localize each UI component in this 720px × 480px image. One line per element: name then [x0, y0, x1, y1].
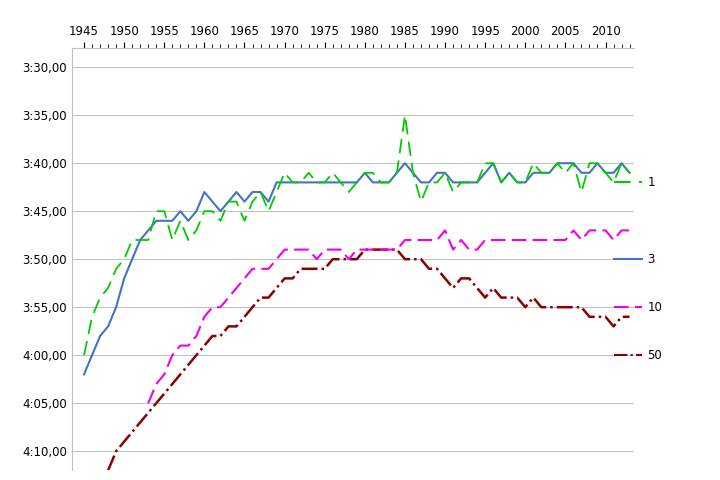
Text: 50: 50: [647, 348, 662, 362]
Text: 10: 10: [647, 300, 662, 314]
Text: 1: 1: [647, 176, 654, 189]
Text: 3: 3: [647, 252, 654, 266]
